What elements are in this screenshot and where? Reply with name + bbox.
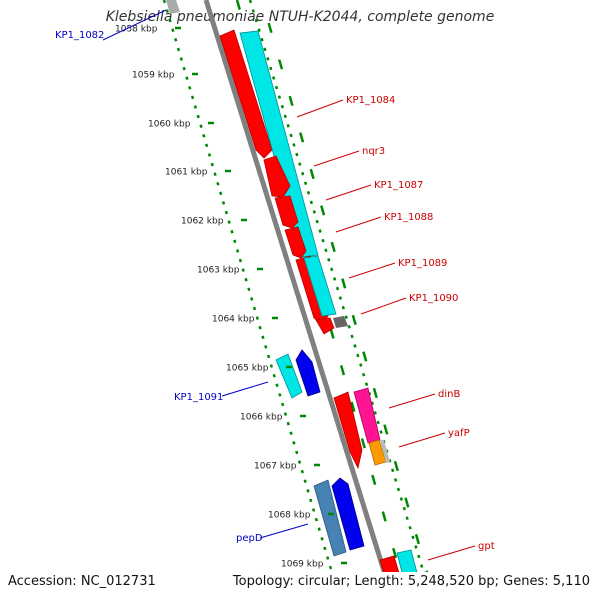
ruler-tick-label: 1069 kbp: [281, 560, 324, 570]
gene-kp1-1091[interactable]: [295, 349, 321, 397]
ruler-tick-label: 1063 kbp: [197, 266, 240, 276]
gene-label-leader: [398, 432, 446, 448]
ruler-tick-label: 1064 kbp: [212, 315, 255, 325]
gene-kp1-1087[interactable]: [274, 195, 299, 229]
gene-gray-block: [333, 316, 348, 328]
gene-yafp-gray: [380, 440, 390, 463]
ruler-tick-label: 1059 kbp: [132, 71, 175, 81]
gene-label[interactable]: pepD: [236, 533, 263, 544]
gene-label-leader: [221, 381, 269, 397]
gene-label[interactable]: yafP: [448, 428, 470, 439]
track-guide-right: [260, 0, 429, 572]
gene-label[interactable]: KP1_1089: [398, 258, 447, 269]
gene-label-leader: [325, 184, 372, 201]
ruler-tick-label: 1065 kbp: [226, 364, 269, 374]
gene-label-leader: [102, 9, 167, 41]
gene-kp1-1084[interactable]: [219, 29, 273, 159]
gene-pepd[interactable]: [331, 477, 365, 551]
gene-dinb[interactable]: [333, 391, 363, 470]
gene-label-leader: [348, 262, 396, 279]
gene-label[interactable]: KP1_1087: [374, 180, 423, 191]
gene-kp1-1090[interactable]: [303, 255, 337, 317]
gene-label[interactable]: KP1_1082: [55, 30, 104, 41]
ruler-outer-line: [248, 0, 425, 572]
ruler-tick-label: 1068 kbp: [268, 511, 311, 521]
gene-pepd-steel[interactable]: [313, 479, 347, 557]
gene-label-leader: [296, 99, 344, 118]
gene-kp1-1090-end[interactable]: [315, 317, 335, 335]
gene-label-leader: [335, 216, 382, 233]
accession-text: Accession: NC_012731: [8, 574, 156, 589]
genome-backbone: [203, 0, 387, 572]
gene-label[interactable]: KP1_1091: [174, 392, 223, 403]
ruler-tick-label: 1060 kbp: [148, 120, 191, 130]
gene-label-leader: [313, 150, 360, 167]
ruler-inner-line: [162, 0, 334, 572]
gene-label-leader: [259, 523, 309, 539]
gene-label-leader: [388, 393, 436, 409]
ruler-tick-label: 1061 kbp: [165, 168, 208, 178]
gene-kp1-1088[interactable]: [284, 226, 307, 259]
gene-label[interactable]: KP1_1084: [346, 95, 395, 106]
gene-gpt[interactable]: [379, 555, 404, 594]
gene-label[interactable]: KP1_1090: [409, 293, 458, 304]
gene-nqr3[interactable]: [263, 155, 291, 198]
gene-label-leader: [427, 545, 476, 561]
ruler-tick-label: 1062 kbp: [181, 217, 224, 227]
ruler-tick-label: 1066 kbp: [240, 413, 283, 423]
gene-gpt-cyan[interactable]: [396, 549, 420, 588]
gene-kp1-1091-cyan[interactable]: [275, 353, 303, 399]
topology-summary: Topology: circular; Length: 5,248,520 bp…: [232, 574, 590, 589]
map-title: Klebsiella pneumoniae NTUH-K2044, comple…: [105, 9, 495, 25]
gene-label[interactable]: nqr3: [362, 146, 385, 157]
ruler-tick-label: 1067 kbp: [254, 462, 297, 472]
ruler-tick-label: 1058 kbp: [115, 25, 158, 35]
gene-label[interactable]: gpt: [478, 541, 495, 552]
gene-label[interactable]: KP1_1088: [384, 212, 433, 223]
gene-kp1-1082[interactable]: [166, 0, 180, 14]
gene-label[interactable]: dinB: [438, 389, 460, 400]
gene-label-leader: [360, 297, 407, 315]
